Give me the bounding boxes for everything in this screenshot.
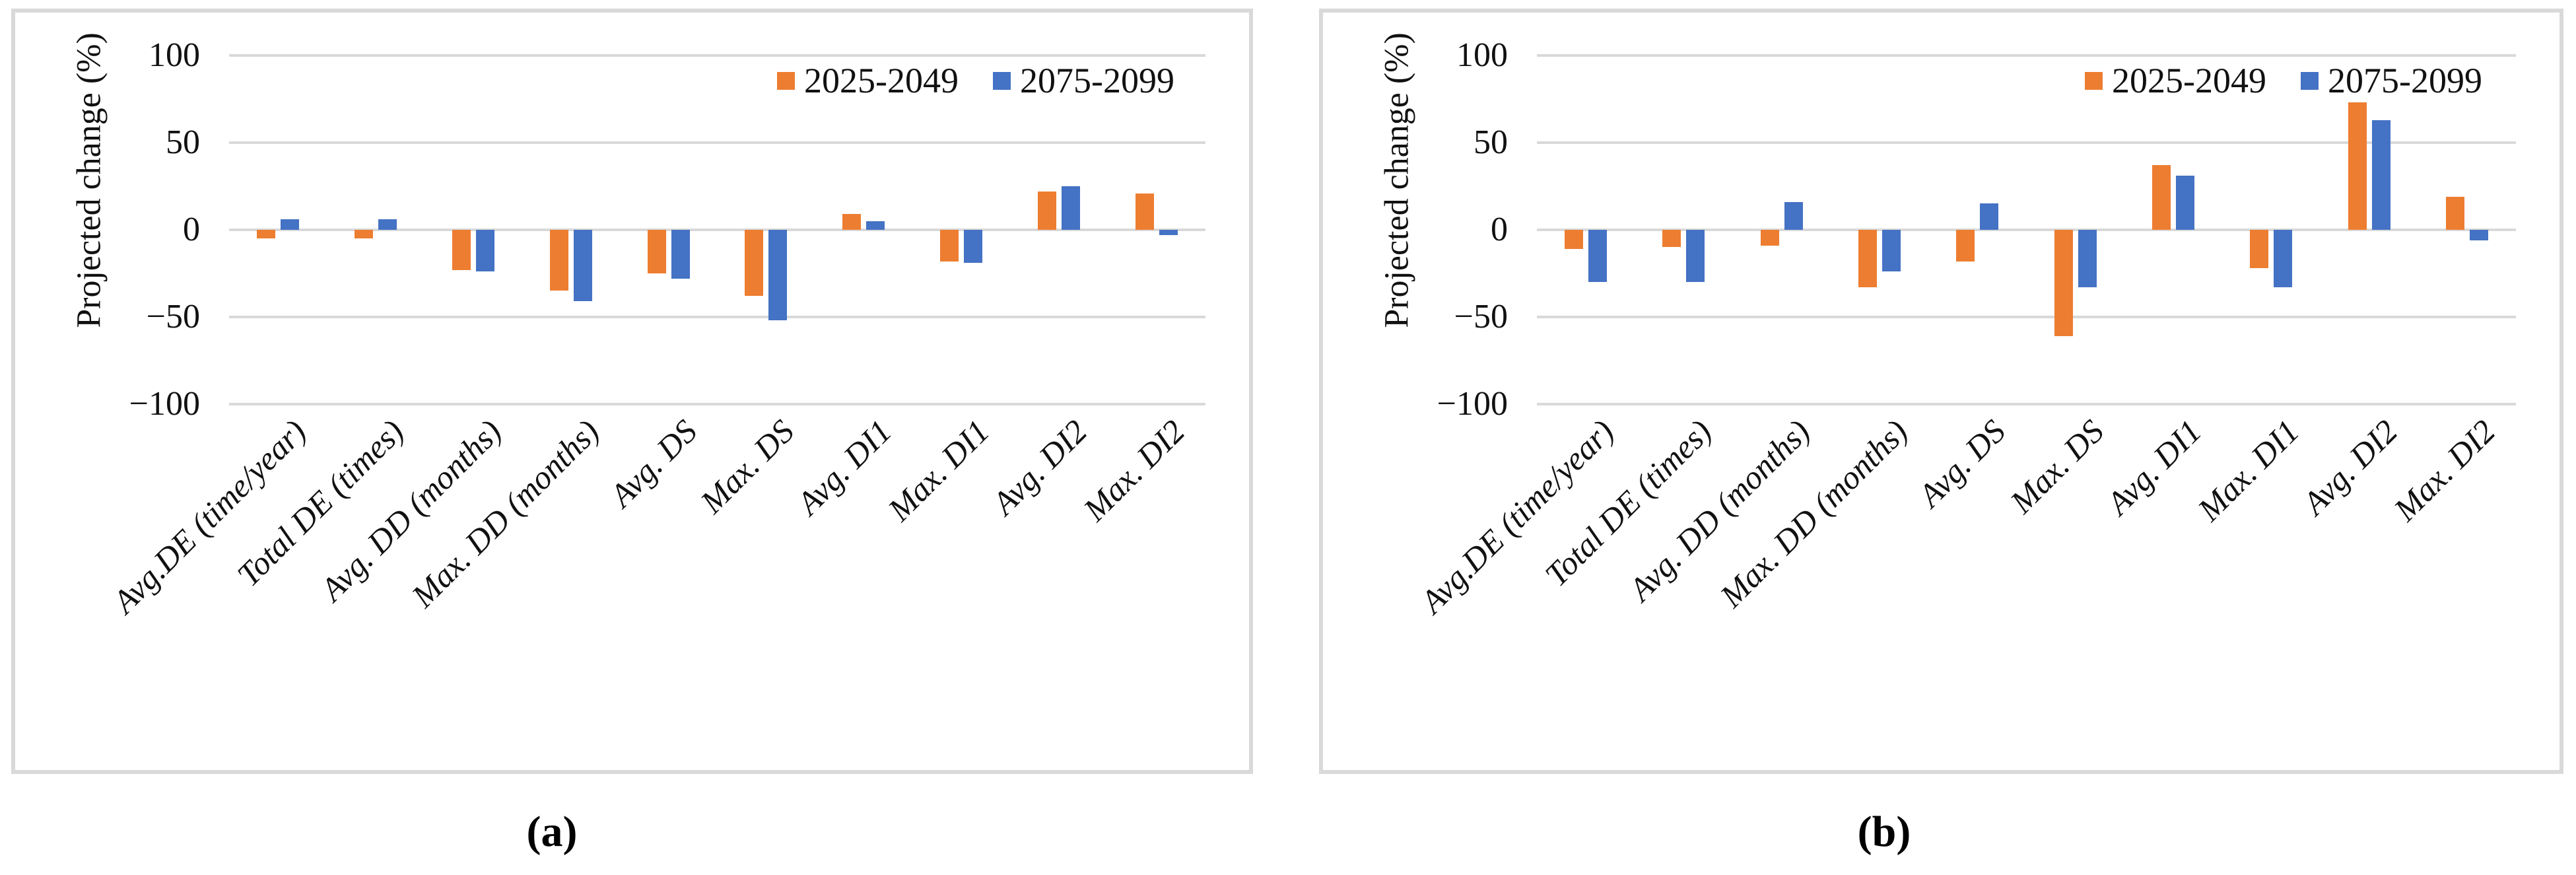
chart-panel-a: 100 50 0 −50 −100 Projected change (%) 2025-20… bbox=[11, 9, 1253, 774]
bar-2075-2099-avg-de-time-year bbox=[280, 219, 299, 230]
gridline-100 bbox=[229, 54, 1205, 57]
y-tick-label: 100 bbox=[1456, 36, 1508, 74]
caption-b: (b) bbox=[1857, 808, 1911, 856]
bar-2025-2049-avg-di2 bbox=[2348, 102, 2367, 230]
legend-label: 2025-2049 bbox=[804, 61, 959, 100]
bar-2075-2099-max-di2 bbox=[1159, 230, 1178, 235]
gridline-50 bbox=[1537, 141, 2516, 144]
y-tick-label: 0 bbox=[183, 211, 200, 248]
bar-2025-2049-avg-di2 bbox=[1038, 191, 1057, 230]
bar-2025-2049-max-di2 bbox=[2445, 196, 2464, 230]
bar-2075-2099-avg-ds bbox=[671, 230, 690, 279]
gridline--50 bbox=[1537, 316, 2516, 318]
bar-2025-2049-avg-ds bbox=[1956, 230, 1975, 262]
legend-item-2075-2099: 2075-2099 bbox=[992, 60, 1174, 101]
legend-item-2025-2049: 2025-2049 bbox=[2085, 60, 2266, 101]
bar-2025-2049-max-dd-months bbox=[1858, 230, 1878, 288]
bar-2075-2099-avg-dd-months bbox=[475, 230, 494, 272]
bar-2075-2099-avg-dd-months bbox=[1784, 201, 1803, 230]
bar-2075-2099-max-ds bbox=[2078, 230, 2097, 288]
bar-2075-2099-avg-de-time-year bbox=[1588, 230, 1608, 283]
bar-2075-2099-max-di1 bbox=[964, 230, 983, 263]
bar-2025-2049-total-de-times bbox=[1662, 230, 1681, 248]
y-tick-label: −100 bbox=[1437, 385, 1508, 423]
bar-2025-2049-max-di2 bbox=[1135, 193, 1155, 230]
gridline--50 bbox=[229, 316, 1205, 318]
bar-2025-2049-avg-de-time-year bbox=[1565, 230, 1584, 250]
bar-2075-2099-max-ds bbox=[768, 230, 788, 321]
y-tick-label: −50 bbox=[1454, 298, 1508, 335]
bar-2025-2049-total-de-times bbox=[354, 230, 373, 239]
x-axis-label: Avg.DE (time/year) bbox=[105, 412, 314, 621]
bar-2075-2099-max-dd-months bbox=[1882, 230, 1901, 272]
bar-2025-2049-max-ds bbox=[745, 230, 764, 297]
gridline-0 bbox=[229, 228, 1205, 231]
y-axis-title: Projected change (%) bbox=[70, 32, 108, 328]
bar-2075-2099-total-de-times bbox=[378, 219, 397, 230]
gridline--100 bbox=[229, 403, 1205, 405]
bar-2075-2099-avg-di1 bbox=[866, 221, 885, 230]
bar-2025-2049-avg-dd-months bbox=[452, 230, 471, 270]
gridline-100 bbox=[1537, 54, 2516, 57]
y-tick-label: 0 bbox=[1491, 211, 1508, 248]
bar-2025-2049-avg-de-time-year bbox=[256, 230, 275, 239]
bar-2025-2049-avg-ds bbox=[647, 230, 666, 273]
y-tick-label: −100 bbox=[129, 385, 200, 423]
legend: 2025-2049 2075-2099 bbox=[2085, 60, 2482, 101]
legend-label: 2075-2099 bbox=[1019, 61, 1174, 100]
legend-swatch-2025-2049 bbox=[777, 71, 795, 90]
legend: 2025-2049 2075-2099 bbox=[777, 60, 1174, 101]
y-tick-label: 50 bbox=[166, 123, 200, 161]
legend-swatch-2075-2099 bbox=[992, 71, 1011, 90]
y-tick-label: −50 bbox=[146, 298, 200, 335]
bar-2025-2049-max-dd-months bbox=[549, 230, 568, 291]
bar-2075-2099-max-di2 bbox=[2469, 230, 2488, 240]
legend-label: 2075-2099 bbox=[2327, 61, 2482, 100]
legend-item-2025-2049: 2025-2049 bbox=[777, 60, 959, 101]
bar-2075-2099-avg-di2 bbox=[2371, 120, 2390, 230]
bar-2025-2049-max-di1 bbox=[2250, 230, 2269, 269]
bar-2075-2099-max-di1 bbox=[2274, 230, 2293, 288]
bar-2025-2049-avg-dd-months bbox=[1760, 230, 1779, 246]
bar-2075-2099-total-de-times bbox=[1686, 230, 1705, 283]
bar-2025-2049-avg-di1 bbox=[842, 214, 862, 230]
y-tick-label: 100 bbox=[149, 36, 200, 74]
gridline-50 bbox=[229, 141, 1205, 144]
bar-2025-2049-avg-di1 bbox=[2152, 165, 2171, 230]
bar-2075-2099-avg-di1 bbox=[2175, 176, 2194, 230]
bar-2025-2049-max-ds bbox=[2054, 230, 2073, 337]
bar-2025-2049-max-di1 bbox=[940, 230, 959, 262]
caption-a: (a) bbox=[526, 808, 578, 856]
y-tick-label: 50 bbox=[1474, 123, 1508, 161]
bar-2075-2099-avg-ds bbox=[1980, 203, 1999, 230]
gridline-0 bbox=[1537, 228, 2516, 231]
legend-swatch-2075-2099 bbox=[2300, 71, 2319, 90]
chart-panel-b: 100 50 0 −50 −100 Projected change (%) 2025-20… bbox=[1319, 9, 2563, 774]
bar-2075-2099-max-dd-months bbox=[573, 230, 592, 302]
legend-item-2075-2099: 2075-2099 bbox=[2300, 60, 2482, 101]
y-axis-title: Projected change (%) bbox=[1378, 32, 1416, 328]
bar-2075-2099-avg-di2 bbox=[1062, 186, 1081, 230]
legend-label: 2025-2049 bbox=[2112, 61, 2266, 100]
gridline--100 bbox=[1537, 403, 2516, 405]
legend-swatch-2025-2049 bbox=[2085, 71, 2103, 90]
